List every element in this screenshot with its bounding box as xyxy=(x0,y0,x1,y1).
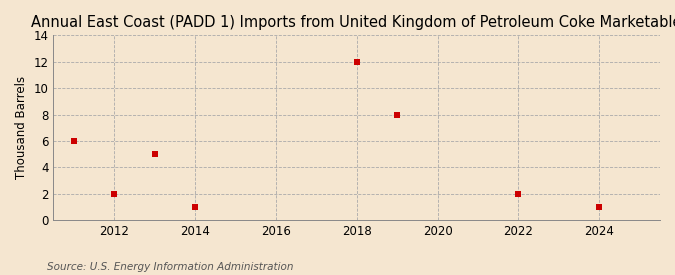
Point xyxy=(594,205,605,209)
Point xyxy=(190,205,200,209)
Point xyxy=(68,139,79,143)
Point xyxy=(513,192,524,196)
Point xyxy=(351,59,362,64)
Text: Source: U.S. Energy Information Administration: Source: U.S. Energy Information Administ… xyxy=(47,262,294,272)
Y-axis label: Thousand Barrels: Thousand Barrels xyxy=(15,76,28,179)
Point xyxy=(109,192,119,196)
Point xyxy=(392,112,402,117)
Point xyxy=(149,152,160,156)
Title: Annual East Coast (PADD 1) Imports from United Kingdom of Petroleum Coke Marketa: Annual East Coast (PADD 1) Imports from … xyxy=(32,15,675,30)
